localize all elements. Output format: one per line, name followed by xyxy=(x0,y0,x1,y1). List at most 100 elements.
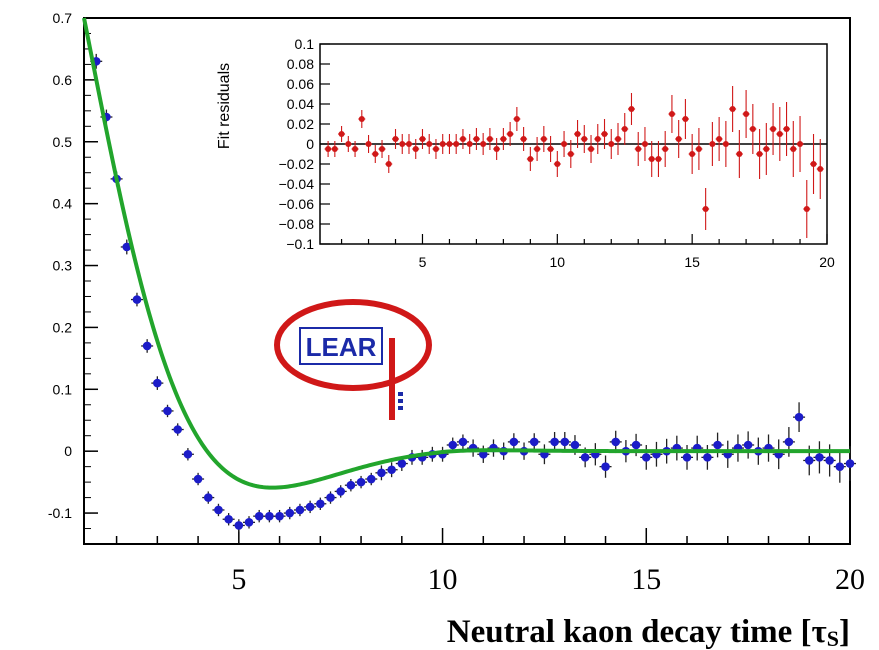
inset-data-point xyxy=(662,146,669,152)
inset-data-point xyxy=(682,116,689,122)
inset-y-axis-label: Fit residuals xyxy=(216,63,233,149)
data-point xyxy=(804,456,814,465)
y-tick-label: 0.2 xyxy=(53,319,73,335)
data-point xyxy=(356,477,366,487)
fit-curve xyxy=(82,17,850,490)
data-point xyxy=(580,453,590,462)
inset-y-tick-label: −0.1 xyxy=(286,236,314,252)
x-tick-label: 15 xyxy=(631,563,661,596)
data-point xyxy=(163,406,172,416)
logo-dot xyxy=(398,406,403,410)
x-axis-label: Neutral kaon decay time [τS] xyxy=(447,614,850,650)
inset-data-point xyxy=(554,161,561,167)
data-point xyxy=(458,437,468,447)
x-tick-label: 20 xyxy=(835,563,865,596)
inset-data-point xyxy=(803,206,810,212)
inset-data-point xyxy=(439,141,446,147)
inset-data-point xyxy=(352,146,359,152)
inset-y-tick-label: 0.04 xyxy=(287,96,314,112)
inset-data-point xyxy=(783,126,790,132)
inset-data-point xyxy=(608,141,615,147)
inset-x-tick-label: 15 xyxy=(684,254,700,270)
inset-data-point xyxy=(655,156,662,162)
inset-data-point xyxy=(702,206,709,212)
inset-data-point xyxy=(749,126,756,132)
x-tick-label: 5 xyxy=(231,563,246,596)
inset-data-point xyxy=(426,141,433,147)
inset-data-point xyxy=(540,136,547,142)
inset-data-point xyxy=(581,136,588,142)
data-point xyxy=(285,508,295,518)
data-point xyxy=(794,412,804,422)
data-point xyxy=(550,437,559,447)
data-point xyxy=(570,440,580,450)
data-point xyxy=(203,493,213,502)
inset-data-point xyxy=(379,146,386,152)
data-point xyxy=(214,505,223,515)
data-point xyxy=(326,493,335,502)
logo-stem xyxy=(389,338,395,420)
inset-data-point xyxy=(432,146,439,152)
inset-x-tick-label: 5 xyxy=(419,254,427,270)
data-point xyxy=(703,453,712,462)
data-point xyxy=(601,462,610,471)
data-point xyxy=(295,505,305,515)
inset-data-point xyxy=(614,136,621,142)
inset-data-point xyxy=(392,136,399,142)
inset-data-point xyxy=(486,136,493,142)
data-point xyxy=(825,456,834,465)
inset-data-point xyxy=(601,131,608,137)
y-tick-label: 0.1 xyxy=(53,381,73,397)
data-point xyxy=(224,514,233,524)
inset-y-tick-label: 0.02 xyxy=(287,116,314,132)
inset-data-point xyxy=(709,141,716,147)
inset-y-tick-label: −0.06 xyxy=(279,196,315,212)
inset-data-point xyxy=(385,161,392,167)
data-point xyxy=(183,449,193,459)
data-point xyxy=(835,462,845,471)
inset-data-point xyxy=(331,146,338,152)
inset-y-tick-label: 0 xyxy=(306,136,314,152)
inset-data-point xyxy=(621,126,628,132)
inset-data-point xyxy=(716,136,723,142)
inset-data-point xyxy=(527,156,534,162)
inset-data-point xyxy=(459,136,466,142)
inset-data-point xyxy=(567,151,574,157)
inset-data-point xyxy=(365,141,372,147)
inset-data-point xyxy=(628,106,635,112)
inset-data-point xyxy=(594,136,601,142)
logo-box xyxy=(299,327,383,365)
data-point xyxy=(743,440,753,450)
inset-data-point xyxy=(507,131,514,137)
inset-data-point xyxy=(810,161,817,167)
inset-data-point xyxy=(729,106,736,112)
inset-data-point xyxy=(588,146,595,152)
data-point xyxy=(234,521,244,530)
data-point xyxy=(397,459,407,468)
data-point xyxy=(132,295,142,304)
inset-data-point xyxy=(797,141,804,147)
data-point xyxy=(265,511,274,521)
inset-data-point xyxy=(419,136,426,142)
y-tick-label: 0.7 xyxy=(53,10,73,26)
data-point xyxy=(845,459,855,468)
inset-y-axis: −0.1 −0.08 −0.06 −0.04 −0.02 0 0.02 0.04 0.06 0.0… xyxy=(279,36,330,252)
inset-y-tick-label: −0.04 xyxy=(279,176,315,192)
y-tick-label: 0.3 xyxy=(53,258,73,274)
data-point xyxy=(448,440,458,450)
data-point xyxy=(275,511,284,521)
inset-data-point xyxy=(345,141,352,147)
inset-data-point xyxy=(722,141,729,147)
logo-dot xyxy=(398,399,403,403)
inset-x-tick-label: 20 xyxy=(819,254,835,270)
inset-data-point xyxy=(736,151,743,157)
data-point xyxy=(641,453,651,462)
inset-data-point xyxy=(675,136,682,142)
data-point xyxy=(244,518,254,527)
inset-data-point xyxy=(574,131,581,137)
inset-data-point xyxy=(641,141,648,147)
data-point xyxy=(529,437,539,447)
inset-data-point xyxy=(466,141,473,147)
inset-data-point xyxy=(480,141,487,147)
